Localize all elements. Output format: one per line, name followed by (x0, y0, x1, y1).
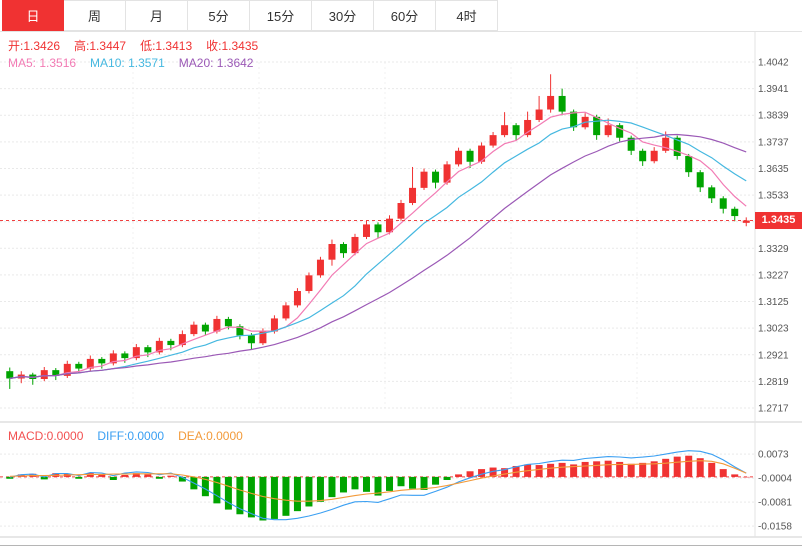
macd-axis-label: 0.0073 (758, 450, 789, 461)
price-axis-label: 1.3941 (758, 84, 789, 95)
tab-30min[interactable]: 30分 (312, 0, 374, 31)
tab-5min[interactable]: 5分 (188, 0, 250, 31)
price-axis-label: 1.2717 (758, 404, 789, 415)
price-axis-label: 1.3635 (758, 164, 789, 175)
last-price-tag: 1.3435 (755, 212, 802, 229)
price-axis-label: 1.2819 (758, 377, 789, 388)
macd-axis-label: -0.0158 (758, 522, 792, 533)
price-axis-label: 1.3839 (758, 111, 789, 122)
tab-15min[interactable]: 15分 (250, 0, 312, 31)
tab-4hour[interactable]: 4时 (436, 0, 498, 31)
price-axis-label: 1.3227 (758, 270, 789, 281)
price-axis-label: 1.3023 (758, 324, 789, 335)
macd-axis-label: -0.0004 (758, 474, 792, 485)
chart-svg[interactable]: 1.4042 1.3941 1.3839 1.3737 1.3635 1.3533 1.34… (0, 32, 802, 546)
tab-60min[interactable]: 60分 (374, 0, 436, 31)
chart-area: 1.4042 1.3941 1.3839 1.3737 1.3635 1.3533 1.34… (0, 32, 802, 546)
price-axis-label: 1.4042 (758, 58, 789, 69)
period-toolbar: 日 周 月 5分 15分 30分 60分 4时 (0, 0, 802, 32)
macd-axis-label: -0.0081 (758, 498, 792, 509)
price-axis-label: 1.3125 (758, 297, 789, 308)
price-axis-label: 1.3533 (758, 191, 789, 202)
price-axis-label: 1.2921 (758, 350, 789, 361)
price-axis-label: 1.3329 (758, 244, 789, 255)
tab-week[interactable]: 周 (64, 0, 126, 31)
tab-day[interactable]: 日 (2, 0, 64, 31)
price-axis-label: 1.3737 (758, 137, 789, 148)
tab-month[interactable]: 月 (126, 0, 188, 31)
